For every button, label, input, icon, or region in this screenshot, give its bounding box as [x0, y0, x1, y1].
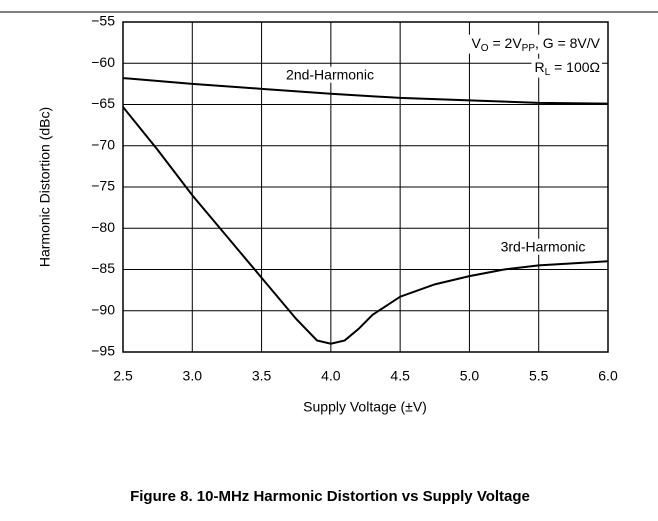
- x-tick-label: 6.0: [598, 368, 618, 384]
- plot-frame: [122, 21, 609, 353]
- annotation-part: R: [535, 59, 545, 75]
- y-tick-label: −90: [91, 301, 115, 317]
- x-tick-label: 3.0: [183, 368, 203, 384]
- annotation-part: , G = 8V/V: [535, 35, 601, 51]
- annotation-background: [468, 34, 603, 54]
- x-axis-label: Supply Voltage (±V): [303, 399, 427, 415]
- y-tick-label: −55: [91, 13, 115, 29]
- annotation-part: PP: [522, 43, 536, 54]
- series-line: [122, 106, 609, 345]
- y-tick-label: −60: [91, 54, 115, 70]
- series-label: 2nd-Harmonic: [286, 67, 374, 83]
- x-tick-label: 4.0: [321, 368, 341, 384]
- y-tick-label: −80: [91, 219, 115, 235]
- x-tick-label: 2.5: [113, 368, 133, 384]
- x-tick-label: 4.5: [390, 368, 410, 384]
- y-axis-label: Harmonic Distortion (dBc): [37, 107, 53, 267]
- annotation-part: V: [471, 35, 481, 51]
- y-tick-label: −95: [91, 343, 115, 359]
- label-background: [284, 66, 376, 83]
- y-tick-label: −65: [91, 95, 115, 111]
- figure-caption: Figure 8. 10-MHz Harmonic Distortion vs …: [130, 488, 530, 505]
- y-tick-label: −85: [91, 260, 115, 276]
- y-tick-label: −70: [91, 136, 115, 152]
- x-tick-label: 5.5: [529, 368, 549, 384]
- label-background: [498, 238, 588, 255]
- y-tick-label: −75: [91, 178, 115, 194]
- series-line: [122, 77, 609, 105]
- annotation-part: O: [481, 43, 489, 54]
- x-tick-label: 3.5: [252, 368, 272, 384]
- annotation: RL = 100Ω: [535, 59, 600, 78]
- annotation-part: = 2V: [489, 35, 523, 51]
- annotation-background: [531, 58, 602, 78]
- annotation-part: L: [545, 67, 551, 78]
- annotation: VO = 2VPP, G = 8V/V: [471, 35, 600, 54]
- x-tick-label: 5.0: [460, 368, 480, 384]
- series-label: 3rd-Harmonic: [501, 239, 586, 255]
- annotation-part: = 100Ω: [550, 59, 600, 75]
